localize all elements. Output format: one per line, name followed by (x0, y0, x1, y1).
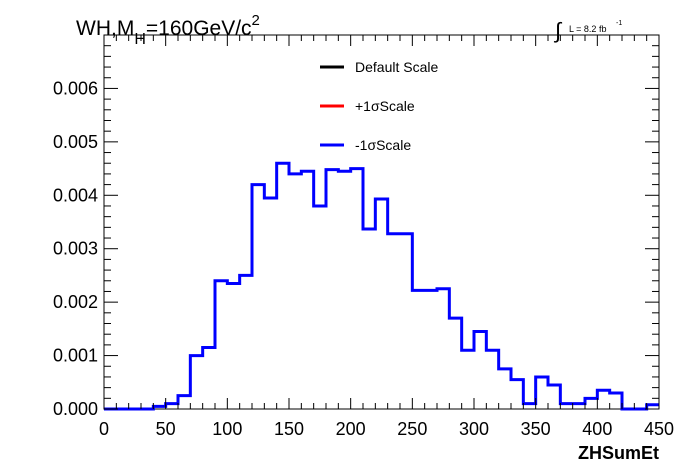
y-tick-label: 0.000 (53, 399, 98, 419)
plot-frame (103, 34, 660, 410)
luminosity-label: L = 8.2 fb (569, 24, 606, 34)
y-axis: 0.000 0.001 0.002 0.003 0.004 0.005 0.006 (53, 34, 659, 419)
x-tick-label: 100 (212, 419, 242, 439)
x-tick-label: 50 (156, 419, 176, 439)
y-tick-label: 0.004 (53, 185, 98, 205)
x-tick-label: 300 (459, 419, 489, 439)
x-tick-label: 450 (644, 419, 674, 439)
legend-label: -1σScale (355, 137, 411, 153)
x-tick-label: 400 (582, 419, 612, 439)
chart-title: WH,MH=160GeV/c2 (76, 12, 260, 48)
x-tick-label: 250 (397, 419, 427, 439)
y-tick-label: 0.005 (53, 132, 98, 152)
plot-border (103, 34, 660, 410)
legend-label: +1σScale (355, 98, 415, 114)
integral-symbol: ∫ (553, 18, 563, 43)
x-tick-label: 350 (521, 419, 551, 439)
series-line-minus1sigma (104, 161, 659, 411)
legend-label: Default Scale (355, 59, 438, 75)
y-tick-label: 0.003 (53, 239, 98, 259)
luminosity-superscript: -1 (616, 20, 622, 27)
y-tick-label: 0.001 (53, 346, 98, 366)
legend: Default Scale +1σScale -1σScale (320, 59, 438, 153)
y-tick-label: 0.006 (53, 78, 98, 98)
series-layer (104, 161, 659, 411)
x-tick-label: 0 (99, 419, 109, 439)
y-tick-label: 0.002 (53, 292, 98, 312)
x-axis-title: ZHSumEt (578, 443, 659, 463)
x-axis: 0 50 100 150 200 250 300 350 400 450 (99, 35, 674, 439)
x-tick-label: 150 (274, 419, 304, 439)
x-tick-label: 200 (336, 419, 366, 439)
